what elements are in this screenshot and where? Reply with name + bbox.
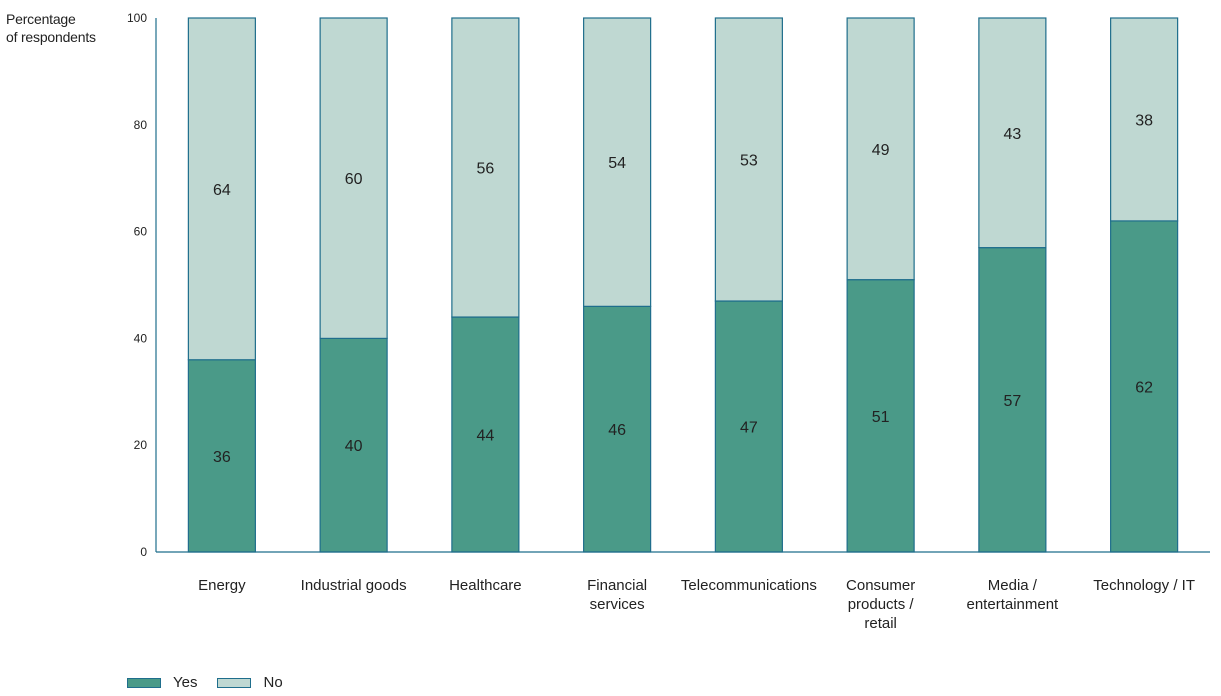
y-axis-label-line-1: Percentage: [6, 11, 76, 27]
bar-no-3: [583, 17, 652, 307]
bar-yes-0: [187, 359, 256, 553]
data-label-no-6: 43: [1003, 126, 1021, 143]
bar-no-5: [846, 17, 915, 281]
x-tick-label-3-1: services: [590, 596, 645, 613]
data-label-yes-5: 51: [872, 409, 890, 426]
y-axis-label: Percentage of respondents: [6, 10, 96, 46]
data-label-no-1: 60: [345, 171, 363, 188]
bar-no-1: [319, 17, 388, 339]
x-tick-label-4-0: Telecommunications: [681, 577, 817, 594]
y-tick-label-1: 20: [134, 438, 148, 452]
bar-yes-4: [714, 300, 783, 553]
data-label-no-3: 54: [608, 155, 626, 172]
data-label-no-5: 49: [872, 142, 890, 159]
bar-yes-1: [319, 337, 388, 553]
data-label-yes-3: 46: [608, 422, 626, 439]
data-label-yes-7: 62: [1135, 379, 1153, 396]
legend-item-no: No: [217, 674, 283, 691]
bar-no-7: [1110, 17, 1179, 222]
data-label-yes-6: 57: [1003, 393, 1021, 410]
data-label-yes-0: 36: [213, 449, 231, 466]
x-tick-label-6-1: entertainment: [967, 596, 1060, 613]
bar-no-0: [187, 17, 256, 361]
y-axis-label-line-2: of respondents: [6, 29, 96, 45]
legend-label-no: No: [263, 674, 283, 691]
data-label-yes-4: 47: [740, 420, 758, 437]
data-label-no-2: 56: [476, 161, 494, 178]
y-tick-label-4: 80: [134, 118, 148, 132]
legend-swatch-no: [217, 677, 252, 688]
data-label-no-7: 38: [1135, 112, 1153, 129]
legend-label-yes: Yes: [173, 674, 198, 691]
y-tick-label-5: 100: [127, 11, 147, 25]
x-tick-label-1-0: Industrial goods: [301, 577, 407, 594]
bar-no-6: [978, 17, 1047, 249]
bar-no-2: [451, 17, 520, 318]
x-tick-label-0-0: Energy: [198, 577, 246, 594]
bar-yes-6: [978, 247, 1047, 553]
x-tick-label-5-2: retail: [864, 615, 897, 632]
y-tick-label-3: 60: [134, 225, 148, 239]
x-tick-label-6-0: Media /: [988, 577, 1038, 594]
data-label-no-0: 64: [213, 182, 231, 199]
y-tick-label-2: 40: [134, 331, 148, 345]
legend: Yes No: [127, 674, 303, 691]
x-tick-label-5-1: products /: [848, 596, 915, 613]
y-tick-label-0: 0: [140, 545, 147, 559]
x-tick-label-2-0: Healthcare: [449, 577, 522, 594]
x-tick-label-5-0: Consumer: [846, 577, 915, 594]
legend-swatch-yes: [127, 677, 161, 688]
data-label-no-4: 53: [740, 153, 758, 170]
data-label-yes-1: 40: [345, 438, 363, 455]
legend-item-yes: Yes: [127, 674, 197, 691]
bar-no-4: [714, 17, 783, 302]
x-tick-label-7-0: Technology / IT: [1093, 577, 1195, 594]
data-label-yes-2: 44: [476, 428, 494, 445]
x-tick-label-3-0: Financial: [587, 577, 647, 594]
